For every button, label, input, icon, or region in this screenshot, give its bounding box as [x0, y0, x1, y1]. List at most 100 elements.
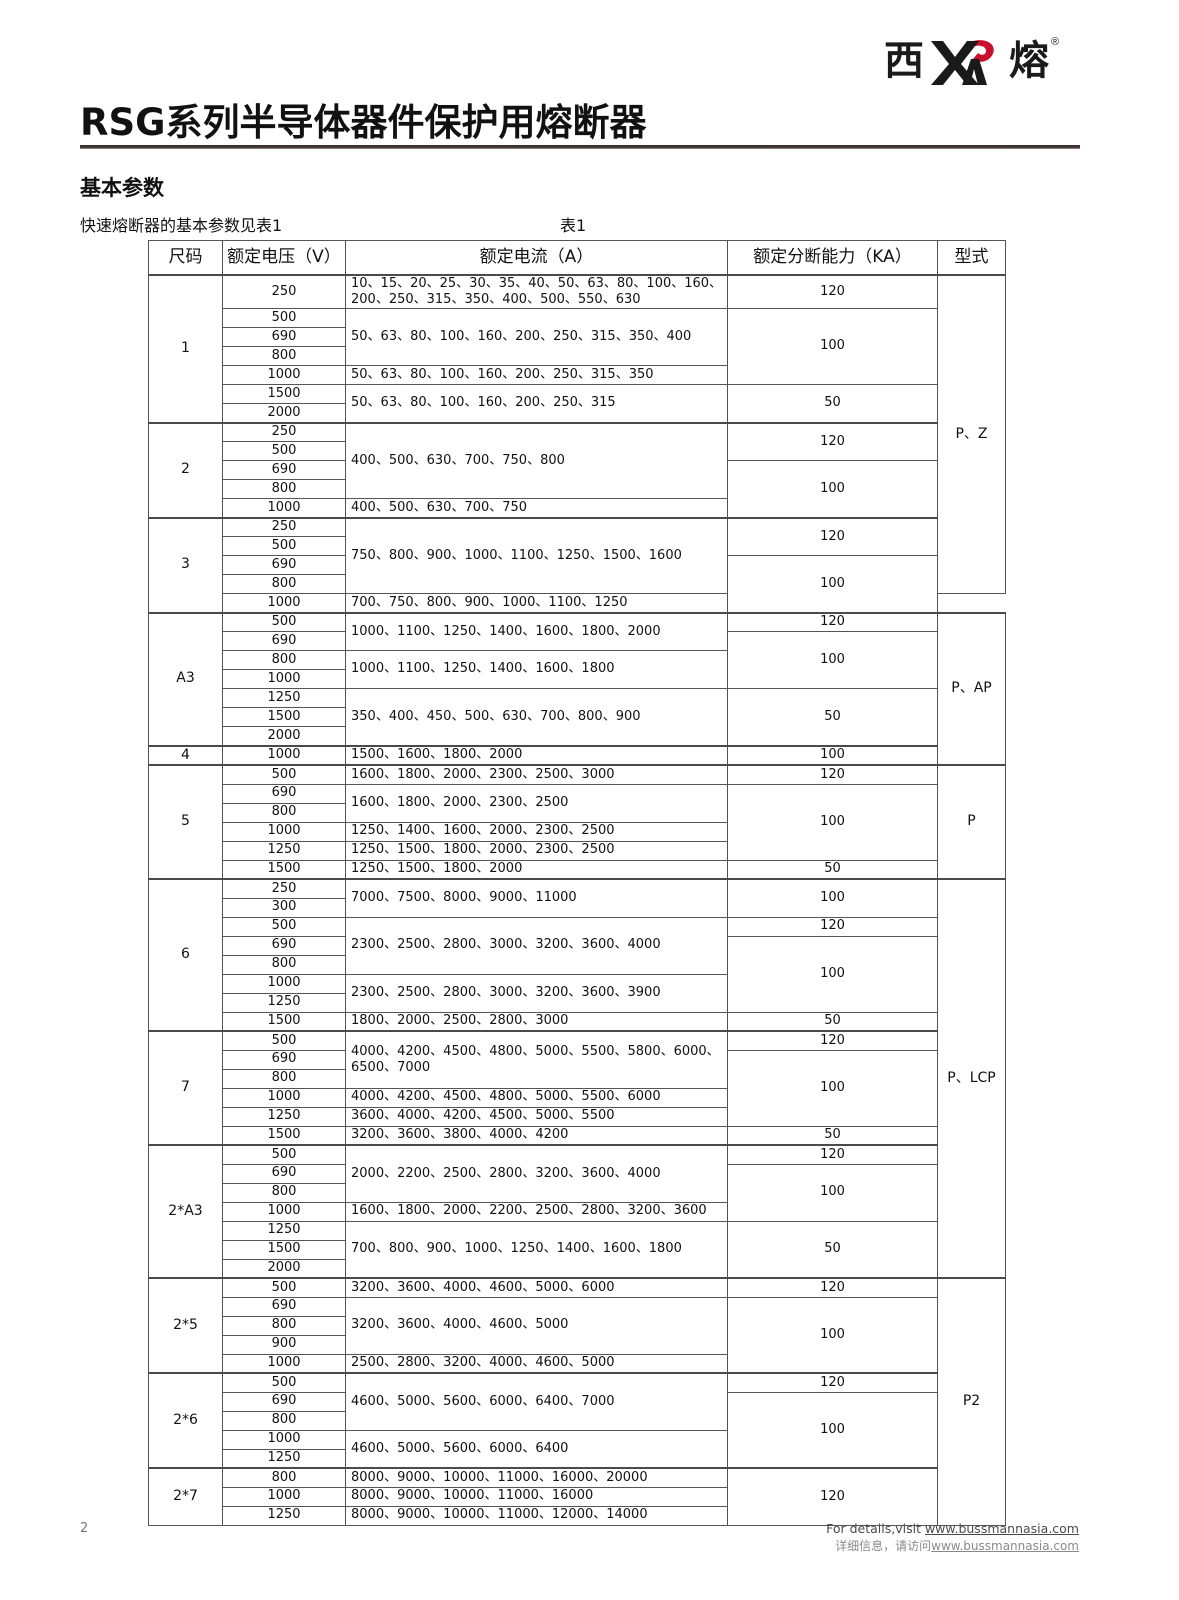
spec-table-container: 尺码 额定电压（V） 额定电流（A） 额定分断能力（KA） 型式 1 250 10、…	[148, 240, 1006, 1526]
table-row: 500 2300、2500、2800、3000、3200、3600、4000 120	[149, 916, 1006, 975]
cell-current: 50、63、80、100、160、200、250、315、350、400	[345, 308, 728, 366]
cell-breaking-capacity: 120	[727, 421, 938, 461]
cell-voltage: 1000	[222, 498, 346, 518]
table-reference-note: 快速熔断器的基本参数见表1	[80, 216, 283, 235]
table-row: 2000	[149, 403, 1006, 423]
cell-breaking-capacity: 100	[727, 460, 938, 518]
cell-current: 2500、2800、3200、4000、4600、5000	[345, 1353, 728, 1374]
cell-current: 1600、1800、2000、2300、2500、3000	[345, 764, 728, 785]
footer-contact: For details,visit www.bussmannasia.com 详…	[826, 1520, 1079, 1556]
cell-breaking-capacity: 120	[727, 764, 938, 785]
cell-current: 4000、4200、4500、4800、5000、5500、5800、6000、…	[345, 1030, 728, 1089]
logo-xr-mark	[929, 35, 1003, 87]
cell-size: 2*6	[148, 1372, 223, 1469]
cell-voltage: 500	[222, 441, 346, 461]
table-row: 800	[149, 954, 1006, 975]
table-row: 1000 4600、5000、5600、6000、6400	[149, 1429, 1006, 1469]
cell-current: 400、500、630、700、750	[345, 498, 728, 518]
table-row: 690 100	[149, 1391, 1006, 1469]
cell-breaking-capacity: 100	[727, 1163, 938, 1222]
cell-voltage: 800	[222, 954, 346, 975]
table-row: 690 100	[149, 935, 1006, 1013]
cell-voltage: 690	[222, 935, 346, 956]
cell-current: 750、800、900、1000、1100、1250、1500、1600	[345, 516, 728, 594]
cell-voltage: 500	[222, 916, 346, 937]
cell-current: 4600、5000、5600、6000、6400	[345, 1429, 728, 1469]
col-header-size: 尺码	[148, 240, 223, 275]
cell-current: 350、400、450、500、630、700、800、900	[345, 688, 728, 746]
table-row: 1000 1250、1400、1600、2000、2300、2500	[149, 821, 1006, 842]
cell-voltage: 1250	[222, 1505, 346, 1526]
cell-breaking-capacity: 50	[727, 1011, 938, 1032]
cell-voltage: 800	[222, 1315, 346, 1336]
cell-voltage: 250	[222, 421, 346, 442]
cell-breaking-capacity: 120	[727, 1467, 938, 1526]
table-row: A3 500 1000、1100、1250、1400、1600、1800、2000 1…	[148, 611, 1006, 766]
cell-voltage: 800	[222, 346, 346, 366]
cell-voltage: 500	[222, 536, 346, 556]
cell-current: 3600、4000、4200、4500、5000、5500	[345, 1106, 728, 1127]
cell-voltage: 1250	[222, 688, 346, 708]
cell-breaking-capacity: 120	[727, 611, 938, 632]
cell-voltage: 250	[222, 516, 346, 537]
cell-voltage: 500	[222, 1144, 346, 1165]
table-row: 1000 700、750、800、900、1000、1100、1250	[149, 593, 1006, 613]
table-row: 1000 2500、2800、3200、4000、4600、5000	[149, 1353, 1006, 1374]
table-row: 1250 350、400、450、500、630、700、800、900 50	[149, 688, 1006, 746]
table-row: 690 100	[149, 1163, 1006, 1222]
table-row: 7 500 4000、4200、4500、4800、5000、5500、5800、6…	[148, 1030, 1006, 1146]
cell-breaking-capacity: 120	[727, 1030, 938, 1051]
cell-current: 1500、1600、1800、2000	[345, 744, 728, 766]
table-row: 690 3200、3600、4000、4600、5000 100	[149, 1296, 1006, 1374]
footer-line-cn: 详细信息，请访问www.bussmannasia.com	[826, 1538, 1079, 1555]
cell-voltage: 690	[222, 460, 346, 480]
cell-voltage: 1000	[222, 593, 346, 613]
cell-voltage: 800	[222, 1410, 346, 1431]
table-row: 1500 3200、3600、3800、4000、4200 50	[149, 1125, 1006, 1146]
cell-voltage: 1250	[222, 1106, 346, 1127]
cell-voltage: 1250	[222, 840, 346, 861]
cell-voltage: 1000	[222, 1486, 346, 1507]
table-row: 1500 1800、2000、2500、2800、3000 50	[149, 1011, 1006, 1032]
table-row: 690 1600、1800、2000、2300、2500 100	[149, 783, 1006, 861]
cell-current: 700、800、900、1000、1250、1400、1600、1800	[345, 1220, 728, 1279]
cell-breaking-capacity: 120	[727, 916, 938, 937]
cell-current: 1250、1500、1800、2000	[345, 859, 728, 880]
table-row: 1250	[149, 1448, 1006, 1469]
cell-voltage: 2000	[222, 726, 346, 746]
cell-current: 1250、1400、1600、2000、2300、2500	[345, 821, 728, 842]
table-row: 300	[149, 897, 1006, 918]
cell-breaking-capacity: 100	[727, 555, 938, 613]
cell-current: 2000、2200、2500、2800、3200、3600、4000	[345, 1144, 728, 1203]
cell-current: 4000、4200、4500、4800、5000、5500、6000	[345, 1087, 728, 1108]
footer-en-prefix: For details,visit	[826, 1521, 925, 1536]
col-header-breaking: 额定分断能力（KA）	[727, 240, 938, 275]
table-row: 800	[149, 1410, 1006, 1431]
company-logo: 西 熔 ®	[884, 34, 1059, 88]
cell-voltage: 1500	[222, 1239, 346, 1260]
cell-breaking-capacity: 50	[727, 859, 938, 880]
cell-current: 2300、2500、2800、3000、3200、3600、4000	[345, 916, 728, 975]
cell-current: 1600、1800、2000、2300、2500	[345, 783, 728, 823]
cell-voltage: 690	[222, 1296, 346, 1317]
footer-en-url[interactable]: www.bussmannasia.com	[924, 1521, 1079, 1536]
cell-voltage: 1000	[222, 1429, 346, 1450]
footer-cn-url[interactable]: www.bussmannasia.com	[931, 1539, 1079, 1554]
cell-size: 5	[148, 764, 223, 880]
table-row: 1000 8000、9000、10000、11000、16000	[149, 1486, 1006, 1507]
cell-voltage: 690	[222, 631, 346, 651]
cell-breaking-capacity: 100	[727, 1049, 938, 1127]
cell-size: 2*A3	[148, 1144, 223, 1279]
cell-voltage: 800	[222, 1068, 346, 1089]
cell-current: 50、63、80、100、160、200、250、315、350	[345, 365, 728, 385]
cell-current: 2300、2500、2800、3000、3200、3600、3900	[345, 973, 728, 1013]
logo-char-xi: 西	[884, 38, 924, 84]
table-row: 1 250 10、15、20、25、30、35、40、50、63、80、100、16…	[148, 273, 1006, 594]
cell-current: 4600、5000、5600、6000、6400、7000	[345, 1372, 728, 1431]
footer-line-en: For details,visit www.bussmannasia.com	[826, 1520, 1079, 1538]
cell-breaking-capacity: 120	[727, 1372, 938, 1393]
cell-breaking-capacity: 120	[727, 1144, 938, 1165]
cell-voltage: 1000	[222, 669, 346, 689]
cell-current: 50、63、80、100、160、200、250、315	[345, 384, 728, 423]
cell-voltage: 1000	[222, 973, 346, 994]
